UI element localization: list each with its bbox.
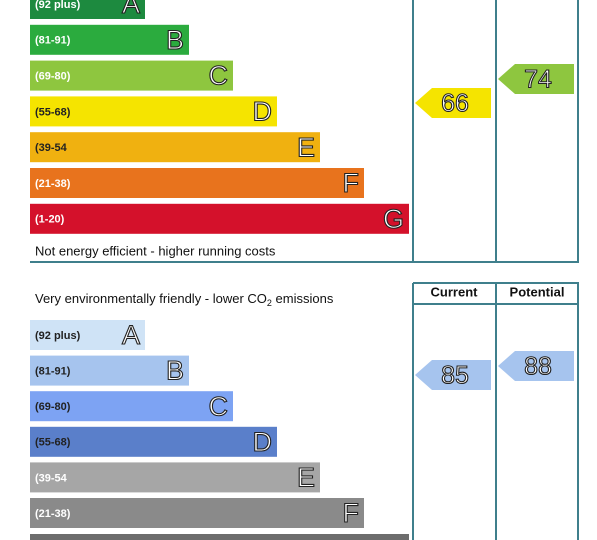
band-letter: B [166,356,184,386]
band-bar [30,24,189,55]
band-bar [30,391,233,422]
rating-arrow [498,351,574,381]
band-letter: A [122,0,140,19]
band-bar [30,320,145,350]
rating-value: 85 [441,362,469,390]
band-range: (92 plus) [35,330,81,342]
band-letter: G [383,204,404,234]
column-header: Potential [510,284,565,299]
band-letter: E [297,463,315,493]
band-letter: C [209,61,229,91]
band-range: (21-38) [35,178,71,190]
band-bar [30,168,364,198]
header-sub: 2 [267,298,272,308]
header-text: Very environmentally friendly - lower CO [35,291,267,306]
band-bar [30,534,409,540]
header-text: emissions [272,291,334,306]
band-range: (81-91) [35,366,71,378]
band-bar [30,355,189,386]
band-letter: F [343,498,360,528]
band-range: (81-91) [35,35,71,47]
band-bar [30,462,320,493]
band-bar [30,96,277,127]
band-bar [30,0,145,19]
band-range: (92 plus) [35,0,81,11]
band-range: (39-54 [35,472,68,484]
column-header: Current [431,284,479,299]
rating-arrow [498,64,574,94]
rating-value: 66 [441,90,469,118]
band-range: (69-80) [35,71,71,83]
band-letter: A [122,320,140,350]
band-range: (21-38) [35,508,71,520]
band-bar [30,426,277,457]
band-range: (55-68) [35,106,71,118]
band-bar [30,132,320,163]
band-letter: E [297,132,315,162]
band-letter: C [209,391,229,421]
footer: Not energy efficient - higher running co… [35,243,276,258]
rating-value: 74 [524,66,552,94]
band-range: (55-68) [35,437,71,449]
rating-arrow [415,88,491,118]
band-range: (1-20) [35,214,65,226]
band-bar [30,203,409,234]
band-range: (39-54 [35,142,68,154]
band-letter: D [253,427,273,457]
band-letter: B [166,25,184,55]
rating-value: 88 [524,353,552,381]
header: Very environmentally friendly - lower CO… [35,291,334,308]
band-letter: D [253,97,273,127]
band-letter: F [343,168,360,198]
band-bar [30,498,364,528]
band-bar [30,60,233,91]
rating-arrow [415,360,491,390]
band-range: (69-80) [35,401,71,413]
